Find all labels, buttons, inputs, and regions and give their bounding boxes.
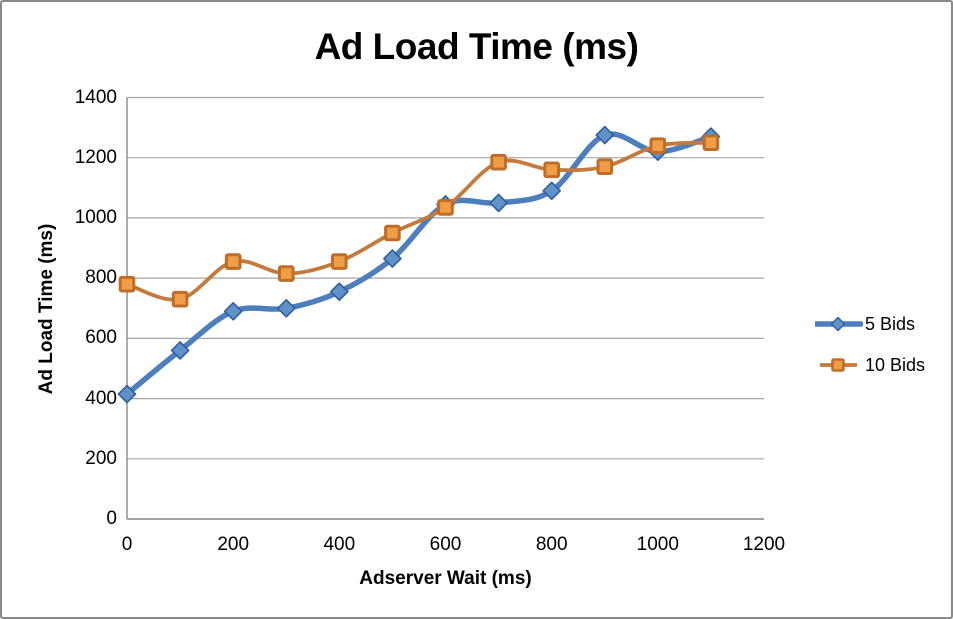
x-tick-label: 0 xyxy=(121,534,133,555)
y-tick-label: 1400 xyxy=(74,86,117,108)
diamond-marker xyxy=(223,302,243,321)
legend-label: 10 Bids xyxy=(865,354,926,375)
y-tick-label: 1000 xyxy=(74,206,117,228)
square-marker xyxy=(490,153,507,171)
y-tick-label: 400 xyxy=(85,387,117,409)
square-marker xyxy=(171,290,189,308)
square-marker xyxy=(596,158,614,175)
line-square-marker-icon xyxy=(815,356,863,374)
square-marker xyxy=(278,265,295,282)
diamond-marker xyxy=(383,249,402,268)
square-marker xyxy=(543,161,561,179)
y-tick-label: 200 xyxy=(85,447,117,469)
x-axis-title: Adserver Wait (ms) xyxy=(359,568,532,589)
chart-title: Ad Load Time (ms) xyxy=(314,26,639,67)
legend-item-5-bids: 5 Bids xyxy=(813,309,950,339)
y-tick-label: 0 xyxy=(106,508,117,529)
square-marker xyxy=(331,253,348,270)
y-tick-label: 1200 xyxy=(74,146,117,168)
legend: 5 Bids 10 Bids xyxy=(813,309,950,380)
square-marker xyxy=(224,253,242,270)
diamond-marker xyxy=(330,282,349,301)
series-line-5-bids xyxy=(124,131,714,397)
x-tick-label: 800 xyxy=(535,534,568,555)
y-axis-title: Ad Load Time (ms) xyxy=(36,223,57,395)
square-marker xyxy=(437,199,454,216)
x-tick-label: 600 xyxy=(429,534,462,555)
square-marker xyxy=(384,224,401,242)
line-diamond-marker-icon xyxy=(813,315,864,333)
x-tick-label: 200 xyxy=(217,534,250,555)
diamond-marker xyxy=(277,299,296,318)
diamond-marker xyxy=(542,181,561,201)
diamond-marker xyxy=(117,384,137,404)
y-tick-label: 800 xyxy=(85,267,117,289)
x-tick-label: 1200 xyxy=(742,534,786,555)
diamond-marker xyxy=(595,125,615,145)
square-marker xyxy=(649,137,667,154)
x-tick-label: 400 xyxy=(323,534,356,555)
square-marker xyxy=(702,134,720,151)
legend-label: 5 Bids xyxy=(865,313,916,334)
diamond-marker xyxy=(489,193,508,213)
series-line-10-bids xyxy=(125,140,713,302)
y-tick-label: 600 xyxy=(85,327,117,349)
square-marker xyxy=(118,275,136,293)
diamond-marker xyxy=(170,341,190,360)
x-tick-label: 1000 xyxy=(636,534,679,555)
legend-item-10-bids: 10 Bids xyxy=(815,350,950,380)
